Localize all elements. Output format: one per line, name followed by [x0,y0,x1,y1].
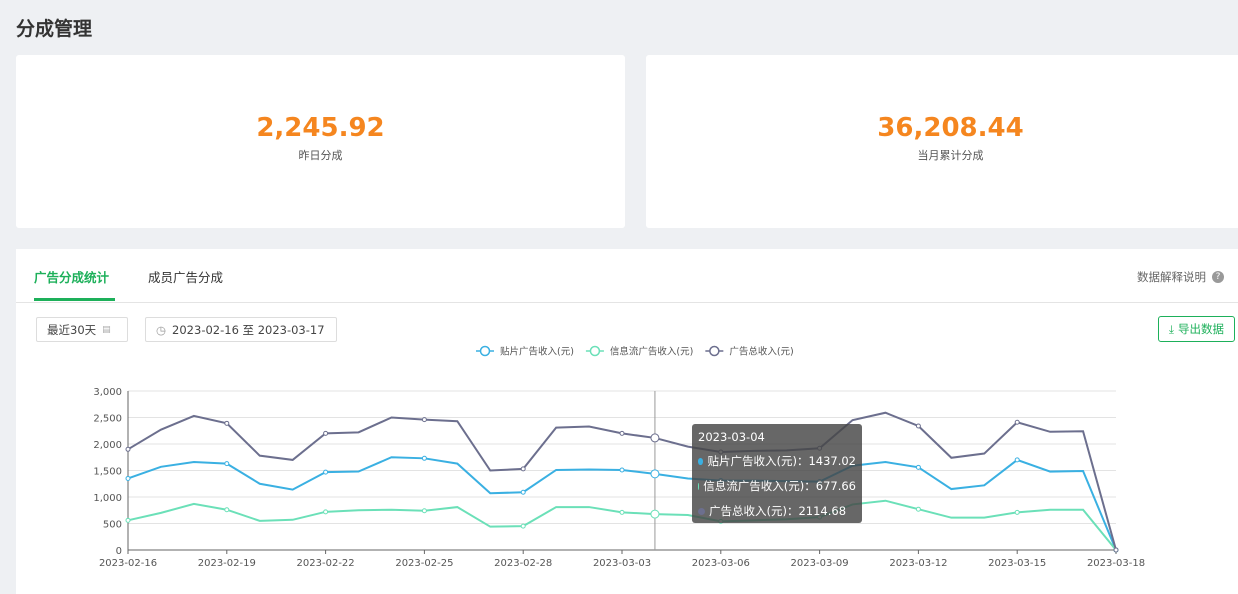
data-point [1014,419,1020,425]
stat-label: 昨日分成 [298,149,343,162]
calendar-icon: ▤ [102,324,111,335]
data-point [520,466,526,472]
series-dot [698,457,704,465]
tooltip-row: 信息流广告收入(元)：677.66 [703,479,856,493]
legend-label: 贴片广告收入(元) [500,346,574,358]
divider [16,302,1238,303]
x-tick-label: 2023-02-22 [297,558,355,569]
legend-marker [589,345,601,357]
x-tick-label: 2023-03-03 [593,558,651,569]
x-tick-label: 2023-03-09 [791,558,849,569]
legend-label: 广告总收入(元) [729,346,793,358]
y-tick-label: 500 [103,520,122,531]
question-icon: ? [1212,271,1224,283]
x-tick-label: 2023-02-16 [99,558,157,569]
date-range-value: 2023-02-16 至 2023-03-17 [172,322,325,337]
x-tick-label: 2023-03-15 [988,558,1046,569]
data-point [1113,547,1119,553]
tooltip-row: 广告总收入(元)：2114.68 [709,504,847,518]
x-tick-label: 2023-03-12 [889,558,947,569]
data-point [520,489,526,495]
data-point [224,461,230,467]
y-tick-label: 2,500 [93,414,122,425]
data-point [125,475,131,481]
data-point [125,446,131,452]
legend-marker [479,345,491,357]
x-tick-label: 2023-02-28 [494,558,552,569]
data-point [915,464,921,470]
stat-card-yesterday: 2,245.92 昨日分成 [16,55,625,228]
data-point [421,508,427,514]
data-point [619,509,625,515]
data-point [915,506,921,512]
data-point [323,469,329,475]
data-point [520,523,526,529]
data-point [224,420,230,426]
date-range-picker[interactable]: ◷ 2023-02-16 至 2023-03-17 [145,317,337,342]
data-point [323,430,329,436]
data-point [619,430,625,436]
export-data-button[interactable]: ⤓ 导出数据 [1157,316,1235,342]
stat-card-month: 36,208.44 当月累计分成 [646,55,1238,228]
stat-value: 2,245.92 [256,113,385,143]
range-select-value: 最近30天 [47,322,97,337]
y-tick-label: 2,000 [93,440,122,451]
legend-marker [709,345,720,357]
data-point [650,509,660,519]
data-point [1014,509,1020,515]
data-point [421,455,427,461]
tooltip-row: 贴片广告收入(元)：1437.02 [707,454,856,468]
data-point [650,433,660,443]
data-point [1014,457,1020,463]
help-label: 数据解释说明 [1137,270,1206,284]
active-tab-indicator [34,298,115,301]
legend-label: 信息流广告收入(元) [610,346,693,358]
data-point [224,507,230,513]
y-tick-label: 1,000 [93,493,122,504]
data-explanation-link[interactable]: 数据解释说明? [1137,269,1224,285]
series-line [127,499,1117,551]
stat-value: 36,208.44 [877,113,1024,143]
data-point [421,417,427,423]
data-point [619,467,625,473]
stat-label: 当月累计分成 [917,149,984,162]
series-dot [698,507,705,515]
y-tick-label: 1,500 [93,467,122,478]
chart-tooltip: 2023-03-04 贴片广告收入(元)：1437.02 信息流广告收入(元)：… [692,424,862,523]
y-tick-label: 0 [116,546,122,557]
x-tick-label: 2023-03-18 [1087,558,1145,569]
download-icon: ⤓ [1168,321,1174,336]
data-point [125,517,131,523]
x-tick-label: 2023-03-06 [692,558,750,569]
data-point [915,423,921,429]
x-tick-label: 2023-02-25 [395,558,453,569]
series-dot [698,482,700,490]
tab-ad-revenue-stats[interactable]: 广告分成统计 [34,270,110,285]
y-tick-label: 3,000 [93,387,122,398]
clock-icon: ◷ [156,322,167,337]
tooltip-date: 2023-03-04 [698,430,765,444]
range-select[interactable]: 最近30天 ▤ [36,317,128,342]
data-point [323,509,329,515]
export-label: 导出数据 [1178,322,1224,336]
page-title: 分成管理 [16,18,93,40]
tab-member-ad-revenue[interactable]: 成员广告分成 [148,270,224,285]
x-tick-label: 2023-02-19 [198,558,256,569]
data-point [650,469,660,479]
